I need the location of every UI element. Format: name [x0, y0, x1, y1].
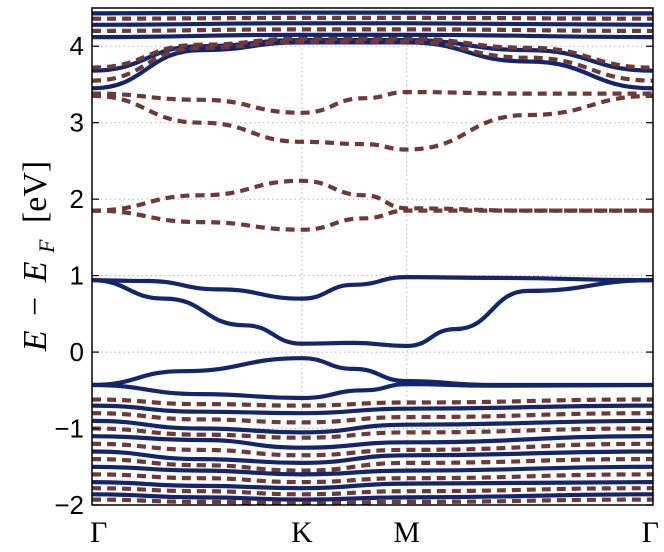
band-line-24 — [92, 449, 653, 466]
k-point-label-0: Γ — [90, 516, 107, 549]
band-line-0 — [92, 274, 653, 301]
plot-frame — [91, 7, 654, 506]
band-line-15 — [92, 15, 653, 21]
band-line-3 — [92, 382, 653, 401]
band-line-13 — [92, 27, 653, 33]
ylabel-unit: [eV] — [17, 161, 54, 223]
band-line-20 — [92, 418, 653, 435]
band-line-28 — [92, 480, 653, 491]
band-line-22 — [92, 434, 653, 450]
ylabel-e2: E — [17, 261, 54, 283]
axis-ticks: −2 −1 0 1 2 3 4 Γ K M Γ — [54, 31, 659, 549]
band-line-12 — [92, 32, 653, 40]
ylabel-minus: − — [17, 297, 54, 316]
band-line-30 — [92, 492, 653, 502]
ylabel-e1: E — [17, 330, 54, 352]
band-line-25 — [92, 457, 653, 473]
k-point-label-1: K — [291, 516, 313, 549]
band-line-6 — [92, 93, 653, 152]
band-line-31 — [92, 497, 653, 505]
band-line-5 — [92, 178, 653, 213]
y-tick-label-3: 1 — [70, 261, 84, 291]
ylabel-sub: F — [34, 239, 59, 254]
band-line-7 — [92, 89, 653, 115]
band-line-18 — [92, 403, 653, 416]
band-line-14 — [92, 21, 653, 27]
band-line-27 — [92, 472, 653, 485]
grid — [92, 8, 653, 506]
band-lines — [92, 10, 653, 505]
band-line-10 — [92, 39, 653, 83]
band-line-19 — [92, 411, 653, 425]
y-tick-label-4: 2 — [70, 184, 84, 214]
band-line-4 — [92, 208, 653, 232]
band-line-26 — [92, 464, 653, 477]
y-tick-label-5: 3 — [70, 108, 84, 138]
y-axis-label: E − E F [eV] — [17, 161, 62, 353]
band-line-29 — [92, 486, 653, 497]
band-line-16 — [92, 10, 653, 16]
y-tick-label-0: −2 — [54, 490, 84, 520]
band-line-2 — [92, 356, 653, 388]
y-tick-label-2: 0 — [70, 337, 84, 367]
y-tick-label-6: 4 — [70, 31, 84, 61]
band-line-1 — [92, 278, 653, 349]
k-point-label-2: M — [393, 516, 420, 549]
band-line-11 — [92, 36, 653, 70]
band-line-23 — [92, 441, 653, 458]
y-tick-label-1: −1 — [54, 414, 84, 444]
band-line-21 — [92, 426, 653, 440]
k-point-label-3: Γ — [642, 516, 659, 549]
band-line-17 — [92, 397, 653, 408]
